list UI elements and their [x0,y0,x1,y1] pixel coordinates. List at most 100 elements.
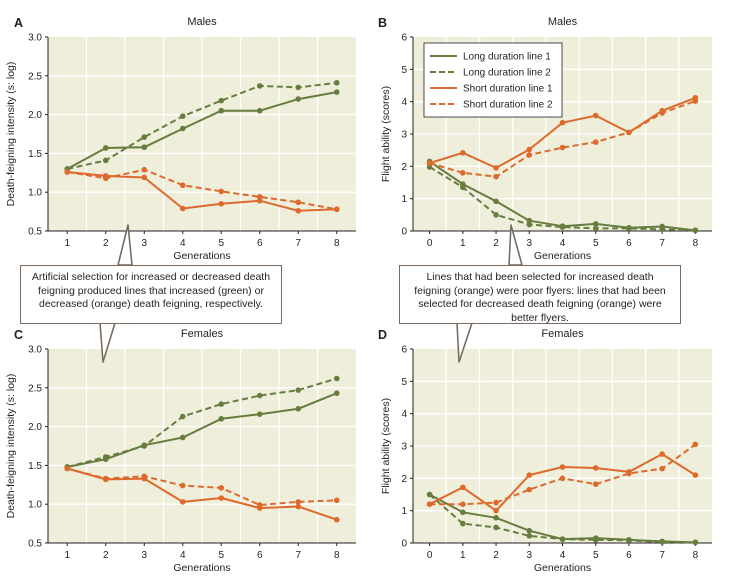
x-tick-label: 8 [334,550,340,561]
x-tick-label: 7 [659,238,665,249]
series-4 [64,465,340,508]
data-point [295,499,302,505]
data-point [526,527,533,534]
data-point [295,208,302,214]
data-point [179,125,186,132]
y-tick-label: 2.0 [28,422,42,433]
panel-label: A [14,16,23,30]
x-tick-label: 3 [526,550,532,561]
x-tick-label: 6 [257,238,263,249]
data-point [333,390,340,397]
data-point [526,217,533,224]
chart-title: Females [541,328,584,340]
data-point [295,96,302,102]
x-tick-label: 4 [180,550,186,561]
data-point [493,212,499,218]
data-point [460,170,466,176]
x-tick-label: 7 [659,550,665,561]
data-point [64,465,71,472]
data-point [218,485,225,491]
data-point [692,441,699,448]
data-point [592,112,599,119]
data-point [526,152,533,158]
x-axis-label: Generations [173,250,230,262]
series-line [429,166,696,232]
data-point [659,539,665,545]
data-point [218,416,225,422]
data-point [179,413,186,420]
x-tick-label: 3 [141,550,147,561]
chart-title: Females [181,328,224,340]
y-tick-label: 2 [401,474,407,485]
series-2 [426,164,699,234]
data-point [692,539,699,546]
x-tick-label: 5 [593,238,599,249]
y-tick-label: 6 [401,33,407,44]
x-tick-label: 8 [334,238,340,249]
data-point [626,225,632,232]
data-point [626,470,632,477]
series-2 [64,375,340,470]
data-point [102,157,109,164]
legend-label: Short duration line 1 [463,84,553,95]
data-point [256,392,263,399]
data-point [295,199,302,206]
data-point [218,97,225,104]
data-point [493,507,499,514]
x-tick-label: 0 [427,238,433,249]
data-point [559,224,566,230]
data-point [592,225,599,232]
x-tick-label: 7 [295,238,301,249]
data-point [179,113,186,119]
callout-pointers [99,224,523,363]
x-tick-label: 5 [218,238,224,249]
y-axis-label: Death-feigning intensity (s: log) [5,62,17,207]
data-point [218,495,225,501]
x-tick-label: 4 [560,550,566,561]
data-point [559,536,566,542]
x-tick-label: 3 [141,238,147,249]
y-tick-label: 2.0 [28,110,42,121]
y-tick-label: 1 [401,194,407,205]
data-point [179,182,186,189]
x-tick-label: 7 [295,550,301,561]
data-point [460,184,466,191]
data-point [333,79,340,86]
chart-panel-a: 0.5 1.0 1.5 2.0 2.5 3.0 1 2 3 4 5 6 7 8 Generations Dea… [5,16,356,262]
data-point [256,197,263,204]
series-4 [426,98,699,180]
y-tick-label: 0.5 [28,227,42,238]
x-tick-label: 6 [626,238,632,249]
data-point [426,491,433,498]
x-tick-label: 8 [693,238,699,249]
y-tick-label: 0.5 [28,539,42,550]
x-tick-label: 6 [257,550,263,561]
data-point [526,533,533,539]
data-point [426,160,433,166]
x-axis-label: Generations [173,562,230,574]
x-tick-label: 3 [526,238,532,249]
data-point [102,145,109,151]
y-tick-label: 2.5 [28,71,42,82]
x-tick-label: 6 [626,550,632,561]
data-point [295,405,302,412]
data-point [493,524,499,531]
y-tick-label: 6 [401,345,407,356]
data-point [559,475,566,482]
data-point [559,119,566,126]
x-tick-label: 8 [693,550,699,561]
data-point [141,134,148,140]
callout-box-left: Artificial selection for increased or de… [20,265,282,324]
gridlines [48,37,356,231]
legend-label: Long duration line 1 [463,52,551,63]
data-point [493,198,499,205]
data-point [692,472,699,478]
data-point [218,188,225,195]
data-point [460,149,466,156]
y-axis-label: Flight ability (scores) [380,86,392,182]
data-point [333,206,340,213]
data-point [179,205,186,212]
data-point [256,502,263,508]
chart-panel-c: 0.5 1.0 1.5 2.0 2.5 3.0 1 2 3 4 5 6 7 8 Generations Dea… [5,328,356,574]
gridlines [413,349,712,543]
